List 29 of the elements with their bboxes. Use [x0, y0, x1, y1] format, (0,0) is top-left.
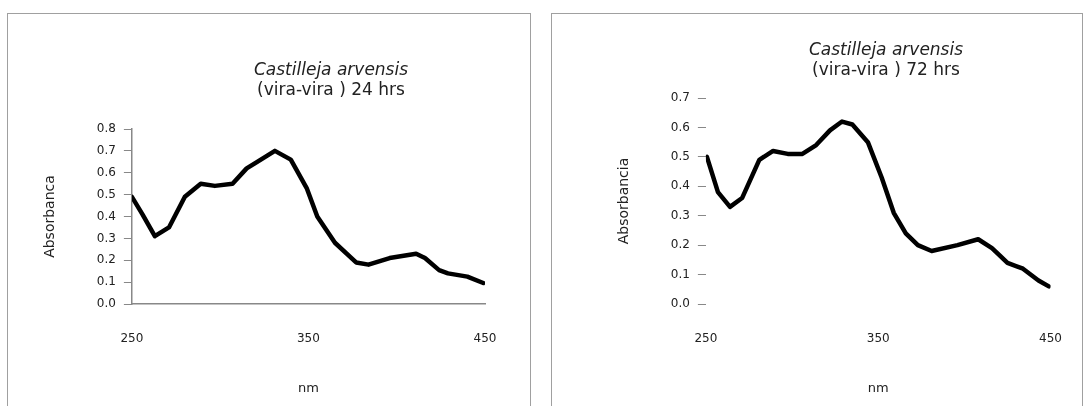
y-axis-title: Absorbancia [615, 157, 632, 245]
x-tick-label: 350 [296, 331, 320, 346]
y-tick-label: 0.1 [96, 274, 116, 289]
x-tick-label: 250 [120, 331, 144, 346]
y-tick-label: 0.5 [670, 148, 690, 163]
chart-title: Castilleja arvensis (vira-vira ) 72 hrs [808, 39, 964, 79]
y-tick-label: 0.5 [96, 186, 116, 201]
x-tick-label: 350 [866, 331, 890, 346]
x-axis-title: nm [297, 379, 319, 395]
x-tick-label: 450 [473, 331, 497, 346]
y-tick-label: 0.4 [96, 208, 116, 223]
y-axis-title: Absorbanca [41, 175, 58, 258]
y-tick-label: 0.1 [670, 266, 690, 281]
y-tick-label: 0.7 [96, 143, 116, 157]
chart-title: Castilleja arvensis (vira-vira ) 24 hrs [253, 59, 409, 99]
y-tick-label: 0.6 [670, 119, 690, 134]
y-tick-label: 0.4 [670, 178, 690, 193]
y-tick-label: 0.8 [96, 121, 116, 136]
y-tick-label: 0.2 [96, 252, 116, 267]
y-tick-label: 0.2 [670, 237, 690, 252]
x-tick-label: 450 [1039, 331, 1062, 346]
y-tick-label: 0.3 [96, 230, 116, 245]
y-tick-label: 0.0 [96, 296, 116, 311]
x-axis-title: nm [867, 379, 889, 395]
y-tick-label: 0.3 [670, 207, 690, 222]
y-tick-label: 0.0 [670, 296, 690, 311]
x-tick-label: 250 [694, 331, 718, 346]
y-tick-label: 0.6 [96, 164, 116, 179]
y-tick-label: 0.7 [670, 90, 690, 105]
